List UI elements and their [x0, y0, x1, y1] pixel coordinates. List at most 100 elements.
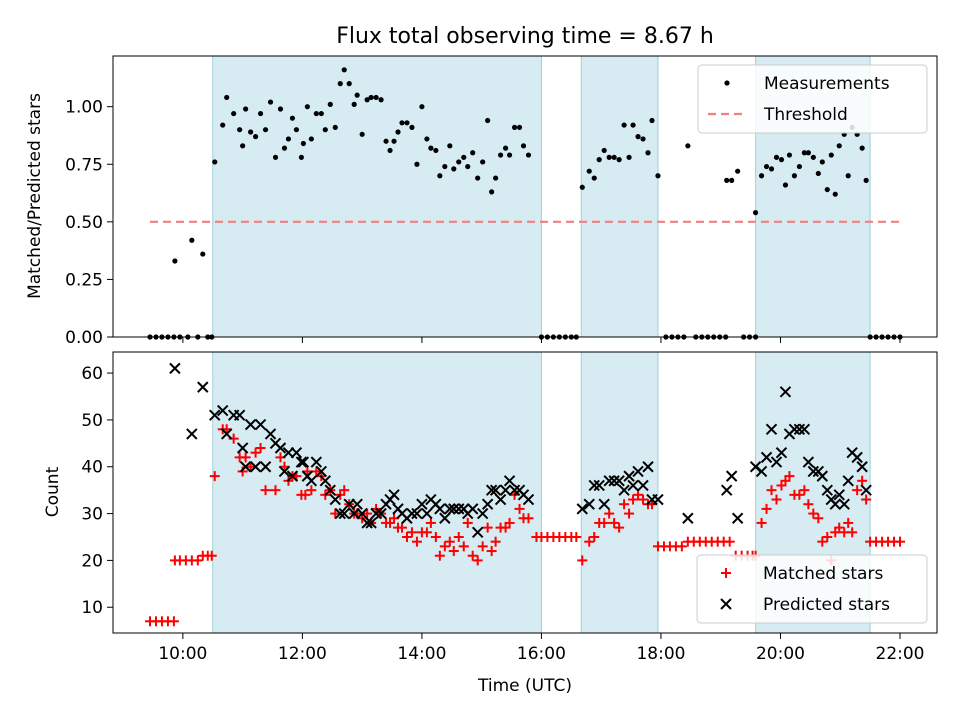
- predicted-stars-point: [453, 503, 465, 515]
- measurements-point: [640, 136, 646, 142]
- matched-stars-point: [589, 531, 600, 542]
- y-tick-label: 10: [81, 598, 103, 618]
- top-legend: Measurements Threshold: [697, 64, 928, 134]
- predicted-stars-point: [186, 428, 198, 440]
- predicted-stars-point: [259, 461, 272, 473]
- matched-stars-point: [857, 475, 868, 486]
- matched-stars-point: [633, 489, 644, 500]
- measurements-point: [649, 117, 655, 124]
- y-tick-label: 1.00: [65, 98, 103, 118]
- predicted-stars-point: [220, 428, 233, 440]
- measurements-point: [502, 145, 509, 151]
- measurements-point: [252, 134, 259, 140]
- measurements-point: [596, 157, 602, 163]
- matched-stars-point: [766, 485, 777, 496]
- measurements-point: [616, 157, 622, 163]
- predicted-stars-point: [807, 465, 820, 478]
- measurements-point: [257, 110, 264, 117]
- matched-stars-point: [411, 536, 422, 547]
- predicted-stars-point: [324, 484, 336, 496]
- predicted-stars-point: [642, 461, 654, 473]
- measurements-point: [337, 81, 343, 87]
- matched-stars-point: [421, 527, 432, 538]
- matched-stars-point: [250, 447, 261, 458]
- predicted-stars-point: [334, 507, 346, 520]
- matched-stars-point: [808, 508, 819, 519]
- predicted-stars-point: [775, 446, 788, 459]
- predicted-stars-point: [593, 479, 605, 492]
- measurements-point: [832, 191, 838, 197]
- measurements-point: [752, 210, 759, 216]
- measurements-point: [437, 173, 443, 179]
- predicted-stars-point: [576, 503, 588, 515]
- measurements-point: [200, 251, 206, 257]
- measurements-point: [768, 166, 775, 172]
- matched-stars-point: [472, 555, 483, 566]
- matched-stars-point: [813, 513, 824, 524]
- predicted-stars-point: [305, 475, 318, 487]
- measurements-point: [635, 134, 641, 140]
- measurements-point: [308, 136, 314, 142]
- matched-stars-point: [458, 541, 469, 552]
- measurements-point: [224, 94, 230, 101]
- measurements-point: [364, 97, 370, 103]
- x-tick-label: 10:00: [158, 644, 207, 664]
- matched-stars-point: [444, 536, 455, 547]
- measurements-point: [346, 81, 352, 87]
- predicted-stars-point: [720, 484, 733, 496]
- y-tick-label: 0.00: [65, 328, 103, 348]
- measurements-point: [298, 154, 304, 160]
- predicted-stars-point: [856, 461, 868, 473]
- measurements-point: [626, 154, 632, 160]
- measurements-point: [277, 106, 284, 112]
- matched-stars-point: [439, 541, 450, 552]
- predicted-stars-point: [838, 498, 850, 510]
- predicted-stars-point: [233, 409, 246, 421]
- x-tick-label: 18:00: [636, 644, 685, 664]
- predicted-stars-point: [603, 475, 615, 487]
- measurements-point: [231, 110, 237, 117]
- predicted-stars-point: [522, 493, 535, 506]
- measurements-point: [383, 138, 389, 144]
- measurements-point: [786, 152, 793, 158]
- measurements-point: [341, 67, 347, 73]
- measurements-point: [189, 237, 195, 243]
- measurements-point: [845, 173, 851, 179]
- predicted-stars-point: [370, 507, 382, 520]
- measurements-point: [368, 94, 374, 101]
- matched-stars-point: [306, 485, 317, 496]
- predicted-stars-point: [755, 465, 768, 478]
- predicted-stars-point: [779, 386, 792, 398]
- matched-stars-point: [799, 485, 810, 496]
- measurements-point: [424, 136, 430, 142]
- measurements-point: [447, 143, 453, 149]
- measurements-point: [489, 189, 495, 195]
- measurements-point: [493, 175, 499, 181]
- measurements-point: [391, 138, 397, 144]
- measurements-point: [586, 168, 592, 174]
- matched-stars-point: [206, 550, 217, 561]
- legend-label: Matched stars: [763, 564, 883, 584]
- predicted-stars-point: [770, 456, 783, 468]
- measurements-point: [442, 163, 448, 170]
- predicted-stars-point: [682, 512, 694, 524]
- predicted-stars-point: [481, 498, 494, 510]
- measurements-point: [630, 122, 636, 128]
- measurements-point: [801, 150, 807, 156]
- measurements-point: [304, 104, 310, 110]
- measurements-point: [419, 104, 425, 110]
- predicted-stars-point: [508, 484, 521, 496]
- legend-box: [696, 554, 928, 624]
- observing-window-1: [212, 55, 542, 338]
- predicted-stars-point: [627, 479, 639, 492]
- matched-stars-point: [624, 508, 635, 519]
- y-tick-label: 30: [81, 505, 103, 525]
- y-tick-label: 20: [81, 551, 103, 571]
- matched-stars-point: [571, 531, 582, 542]
- measurements-point: [433, 147, 439, 154]
- predicted-stars-point: [860, 484, 872, 496]
- predicted-stars-point: [731, 512, 744, 524]
- measurements-point: [212, 159, 218, 165]
- measurements-point: [240, 143, 246, 149]
- measurements-point: [796, 163, 803, 170]
